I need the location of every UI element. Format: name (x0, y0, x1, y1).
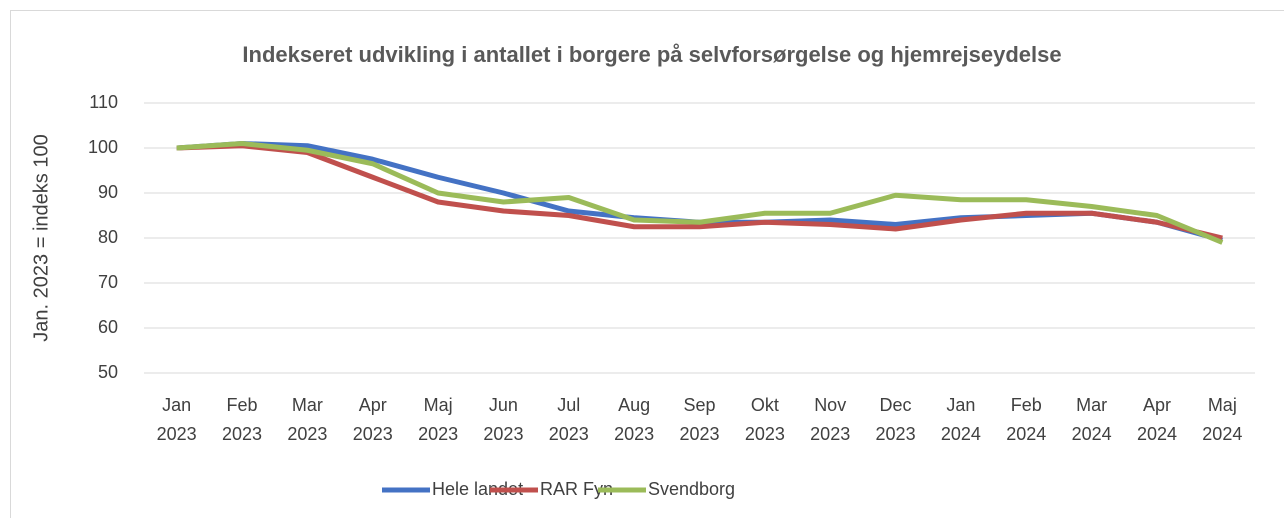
legend-label: Svendborg (648, 479, 735, 499)
y-tick-label: 50 (98, 362, 118, 382)
legend-label: Hele landet (432, 479, 523, 499)
x-tick-label: Mar 2024 (1072, 395, 1112, 444)
x-tick-label: Maj 2023 (418, 395, 458, 444)
x-tick-label: Jan 2024 (941, 395, 981, 444)
y-tick-label: 60 (98, 317, 118, 337)
x-tick-label: Maj 2024 (1202, 395, 1242, 444)
x-tick-label: Jul 2023 (549, 395, 589, 444)
y-tick-label: 80 (98, 227, 118, 247)
legend-label: RAR Fyn (540, 479, 613, 499)
x-tick-label: Apr 2024 (1137, 395, 1177, 444)
x-tick-label: Mar 2023 (287, 395, 327, 444)
x-tick-label: Apr 2023 (353, 395, 393, 444)
x-tick-label: Dec 2023 (876, 395, 916, 444)
x-tick-label: Feb 2023 (222, 395, 262, 444)
x-tick-label: Feb 2024 (1006, 395, 1046, 444)
x-tick-label: Sep 2023 (679, 395, 719, 444)
y-tick-label: 110 (89, 92, 118, 112)
y-axis-label: Jan. 2023 = indeks 100 (30, 134, 52, 341)
x-tick-label: Aug 2023 (614, 395, 654, 444)
x-tick-label: Okt 2023 (745, 395, 785, 444)
chart-border (10, 10, 1284, 518)
y-tick-label: 100 (88, 137, 118, 157)
x-tick-label: Nov 2023 (810, 395, 850, 444)
series-line (176, 141, 1224, 245)
series-line (176, 143, 1223, 241)
chart-title: Indekseret udvikling i antallet i borger… (242, 42, 1061, 67)
y-tick-label: 90 (98, 182, 118, 202)
y-tick-label: 70 (98, 272, 118, 292)
x-tick-label: Jun 2023 (483, 395, 523, 444)
x-tick-label: Jan 2023 (157, 395, 197, 444)
